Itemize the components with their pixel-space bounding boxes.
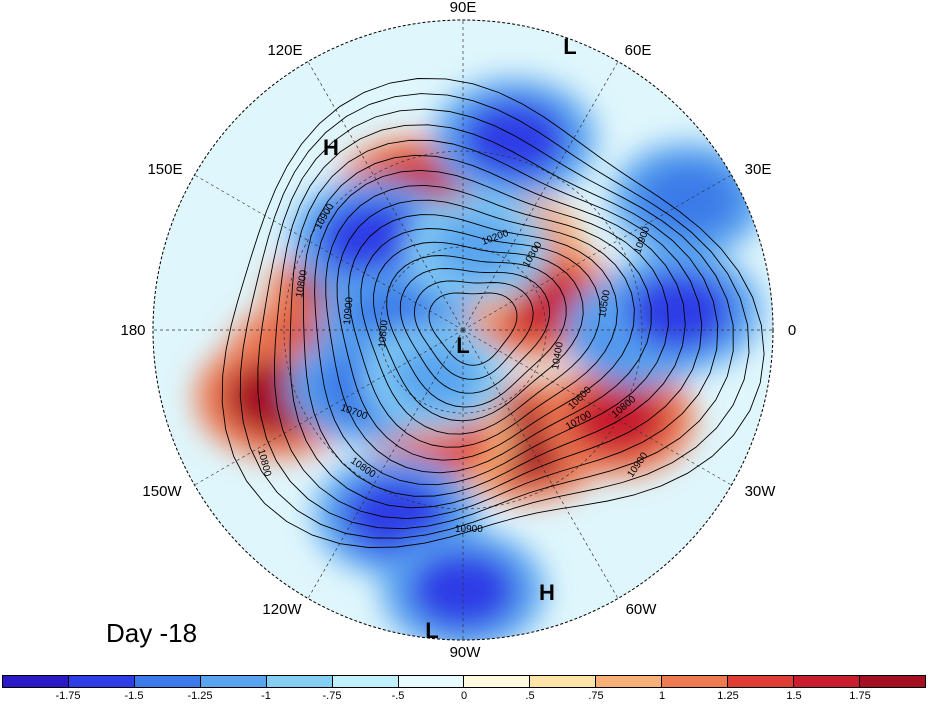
lon-label-60e: 60E xyxy=(625,42,652,59)
contour-label: 10900 xyxy=(455,524,483,535)
meridian-line xyxy=(462,61,619,331)
colorbar-segment xyxy=(464,676,531,687)
contour-label: 10500 xyxy=(597,289,613,319)
height-contour-line xyxy=(360,228,601,435)
height-contour-line xyxy=(302,154,686,497)
colorbar-tick-label: -1.25 xyxy=(187,690,213,702)
colorbar-tick-label: -.5 xyxy=(391,690,405,702)
colorbar-segment xyxy=(728,676,795,687)
lon-label-150w: 150W xyxy=(142,483,182,500)
colorbar-tick-label: 0 xyxy=(460,690,468,702)
colorbar-segment xyxy=(3,676,69,687)
height-contour-line xyxy=(413,280,534,380)
height-contour-line xyxy=(386,255,567,408)
height-contour-line xyxy=(239,93,750,539)
colorbar-segment xyxy=(859,676,925,687)
lon-label-30w: 30W xyxy=(745,483,777,500)
colorbar xyxy=(2,675,926,688)
height-contours xyxy=(221,78,765,548)
graticule xyxy=(153,20,773,640)
negative-anomaly-blob xyxy=(460,99,568,179)
meridian-line xyxy=(462,174,732,331)
colorbar-segment xyxy=(68,676,135,687)
high-center-h-lower-right: H xyxy=(539,580,555,605)
lon-label-90e: 90E xyxy=(450,0,477,16)
high-center-h-upper-left: H xyxy=(323,135,339,160)
lon-label-120w: 120W xyxy=(262,601,302,618)
colorbar-tick-label: -1.5 xyxy=(124,690,144,702)
colorbar-tick-label: 1 xyxy=(658,690,666,702)
height-contour-line xyxy=(399,268,551,394)
colorbar-tick-label: 1.75 xyxy=(849,690,871,702)
height-contour-line xyxy=(336,199,635,461)
colorbar-segment xyxy=(266,676,333,687)
meridian-line xyxy=(194,329,464,486)
height-contour-line xyxy=(314,169,669,486)
colorbar-tick-label: -.75 xyxy=(322,690,342,702)
lon-label-90w: 90W xyxy=(450,644,482,661)
height-contour-line xyxy=(289,139,703,509)
height-contour-line xyxy=(373,241,584,422)
contour-label: 10800 xyxy=(294,269,310,299)
contour-label: 10800 xyxy=(377,319,390,348)
lon-label-60w: 60W xyxy=(626,601,658,618)
low-center-l-top: L xyxy=(563,34,576,59)
colorbar-tick-label: -1 xyxy=(261,690,271,702)
colorbar-segment xyxy=(596,676,663,687)
lon-label-120e: 120E xyxy=(267,42,302,59)
height-contour-line xyxy=(325,184,652,474)
map-boundary xyxy=(152,19,774,641)
lon-label-150e: 150E xyxy=(147,161,182,178)
latitude-circle xyxy=(283,150,643,510)
colorbar-segment xyxy=(662,676,729,687)
contour-label: 10900 xyxy=(342,296,355,325)
height-contour-line xyxy=(257,108,734,530)
colorbar-tick-label: 1.25 xyxy=(717,690,739,702)
negative-anomaly-blob xyxy=(625,271,733,351)
lon-label-30e: 30E xyxy=(745,161,772,178)
meridian-line xyxy=(462,329,732,486)
day-label: Day -18 xyxy=(106,618,198,648)
low-center-l-pole: L xyxy=(456,333,469,358)
colorbar-segment xyxy=(530,676,597,687)
height-contour-line xyxy=(273,124,719,520)
colorbar-tick-label: .5 xyxy=(525,690,535,702)
colorbar-segment xyxy=(794,676,860,687)
height-contour-line xyxy=(428,292,518,366)
colorbar-segment xyxy=(134,676,201,687)
colorbar-tick-label: 1.5 xyxy=(786,690,802,702)
colorbar-tick-labels: -1.75 -1.5 -1.25 -1 -.75 -.5 0 .5 .75 1 1.25 1.5 1.7… xyxy=(0,690,928,704)
colorbar-segment xyxy=(332,676,399,687)
meridian-line xyxy=(307,61,464,331)
positive-anomaly-blob xyxy=(567,382,669,457)
meridian-line xyxy=(462,329,619,599)
low-center-l-bottom: L xyxy=(425,618,438,643)
colorbar-segment xyxy=(200,676,267,687)
height-contour-line xyxy=(221,78,765,548)
colorbar-segment xyxy=(398,676,465,687)
contour-label: 10400 xyxy=(550,341,566,371)
lon-label-0: 0 xyxy=(788,322,796,339)
meridian-line xyxy=(194,174,464,331)
colorbar-tick-label: .75 xyxy=(588,690,604,702)
meridian-line xyxy=(307,329,464,599)
lon-label-180: 180 xyxy=(120,322,145,339)
anomaly-field xyxy=(195,78,766,640)
colorbar-tick-label: -1.75 xyxy=(55,690,81,702)
height-contour-line xyxy=(348,214,618,448)
